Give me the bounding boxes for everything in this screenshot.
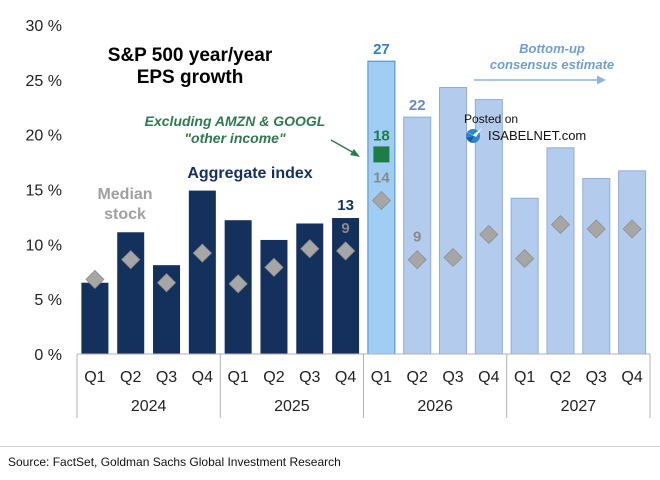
- data-value-label: 9: [413, 229, 421, 246]
- median-stock-marker: [121, 250, 141, 270]
- x-tick-label: Q3: [442, 369, 463, 386]
- excluding-arrow-icon: [330, 139, 360, 157]
- median-stock-marker: [443, 247, 463, 268]
- x-tick-label: Q1: [84, 369, 105, 386]
- median-stock-marker: [407, 250, 427, 270]
- median-stock-marker: [336, 241, 356, 261]
- median-stock-marker: [228, 274, 248, 294]
- aggregate-bar: [510, 197, 539, 355]
- bird-logo-icon: [463, 128, 482, 143]
- chart-title-line-1: S&P 500 year/year: [108, 45, 273, 66]
- x-tick-label: Q4: [621, 369, 642, 386]
- estimate-annotation-line-2: consensus estimate: [490, 57, 614, 72]
- year-label: 2024: [131, 398, 167, 415]
- x-tick-label: Q1: [227, 369, 248, 386]
- median-stock-marker: [264, 257, 284, 277]
- median-stock-marker: [371, 190, 391, 211]
- x-tick-label: Q3: [299, 369, 320, 386]
- aggregate-bar: [546, 147, 575, 355]
- aggregate-bar: [260, 239, 288, 354]
- median-stock-marker: [300, 239, 320, 259]
- source-separator: [0, 446, 660, 447]
- excluding-annotation-line-2: "other income": [184, 130, 286, 146]
- chart-title-line-2: EPS growth: [137, 67, 244, 88]
- estimate-annotation-line-1: Bottom-up: [519, 41, 585, 56]
- median-stock-marker: [85, 269, 105, 289]
- y-tick-label: 10 %: [26, 237, 62, 254]
- watermark-site-label: ISABELNET.com: [488, 127, 587, 143]
- y-tick-label: 0 %: [34, 347, 62, 364]
- median-stock-marker: [622, 219, 642, 239]
- x-tick-label: Q3: [156, 369, 177, 386]
- aggregate-bar: [188, 190, 216, 354]
- x-tick-label: Q4: [335, 369, 356, 386]
- x-tick-label: Q4: [478, 369, 499, 386]
- x-tick-label: Q2: [550, 369, 571, 386]
- median-stock-marker: [156, 273, 177, 293]
- y-tick-label: 30 %: [26, 18, 62, 35]
- watermark-posted-label: Posted on: [464, 112, 519, 126]
- data-value-label: 22: [409, 97, 426, 114]
- aggregate-bar: [582, 178, 611, 355]
- excluding-amzn-googl-marker: [373, 146, 390, 163]
- data-value-label: 13: [337, 197, 354, 214]
- data-value-label: 18: [373, 127, 390, 144]
- data-value-label: 14: [373, 169, 390, 186]
- median-stock-annotation-line-2: stock: [104, 206, 146, 223]
- median-stock-marker: [192, 243, 212, 263]
- y-tick-label: 15 %: [26, 183, 62, 200]
- aggregate-bar: [81, 282, 109, 354]
- median-stock-marker: [479, 224, 499, 245]
- median-stock-marker: [515, 249, 535, 269]
- median-stock-marker: [550, 215, 571, 235]
- x-tick-label: Q3: [586, 369, 607, 386]
- year-label: 2025: [274, 398, 310, 415]
- x-tick-label: Q2: [263, 369, 284, 386]
- x-tick-label: Q1: [371, 369, 392, 386]
- y-tick-label: 5 %: [34, 292, 62, 309]
- y-tick-label: 20 %: [26, 128, 62, 145]
- aggregate-bar: [618, 170, 647, 355]
- data-value-label: 9: [341, 220, 349, 237]
- x-tick-label: Q2: [407, 369, 428, 386]
- y-tick-label: 25 %: [26, 73, 62, 90]
- excluding-annotation-line-1: Excluding AMZN & GOOGL: [145, 113, 326, 129]
- source-note: Source: FactSet, Goldman Sachs Global In…: [8, 455, 341, 469]
- x-tick-label: Q4: [192, 369, 213, 386]
- estimate-arrow-icon: [474, 75, 606, 85]
- aggregate-index-annotation: Aggregate index: [187, 165, 312, 182]
- isabelnet-watermark: Posted on ISABELNET.com: [462, 112, 586, 144]
- median-stock-marker: [586, 219, 606, 239]
- aggregate-bar: [332, 218, 360, 354]
- median-stock-annotation-line-1: Median: [97, 186, 152, 203]
- x-tick-label: Q2: [120, 369, 141, 386]
- year-label: 2026: [417, 398, 453, 415]
- year-label: 2027: [561, 398, 597, 415]
- aggregate-bar: [403, 116, 432, 355]
- x-tick-label: Q1: [514, 369, 535, 386]
- data-value-label: 27: [373, 41, 390, 58]
